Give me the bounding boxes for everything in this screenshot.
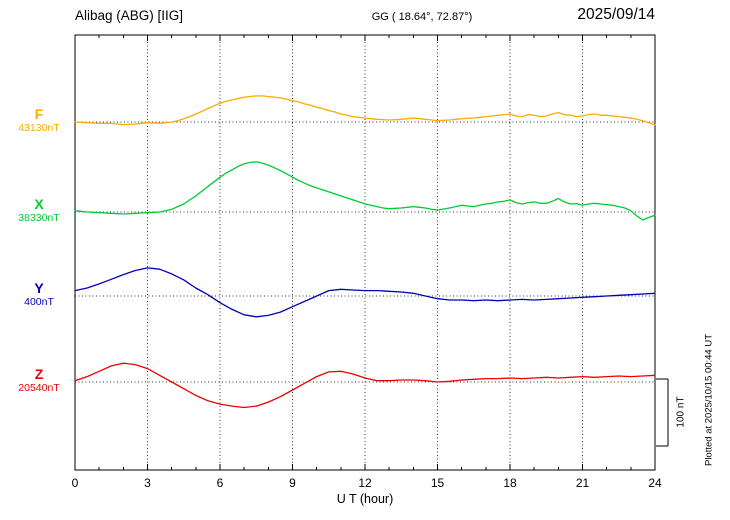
channel-label-z: Z 20540nT — [8, 366, 70, 395]
channel-baseline-z: 20540nT — [18, 382, 60, 394]
x-tick-label: 21 — [575, 476, 590, 490]
x-axis-label: U T (hour) — [336, 492, 394, 506]
trace-x — [74, 161, 656, 221]
trace-y — [74, 267, 656, 318]
x-tick-label: 15 — [430, 476, 445, 490]
x-tick-label: 9 — [289, 476, 296, 490]
channel-name-y: Y — [34, 280, 44, 296]
channel-label-y: Y 400nT — [8, 280, 70, 309]
channel-name-z: Z — [34, 366, 44, 382]
scale-bar-label: 100 nT — [675, 396, 687, 428]
channel-baseline-y: 400nT — [24, 296, 54, 308]
channel-label-x: X 38330nT — [8, 196, 70, 225]
x-tick-label: 3 — [144, 476, 151, 490]
channel-name-x: X — [34, 196, 44, 212]
gg-coordinates: GG ( 18.64°, 72.87°) — [371, 11, 473, 23]
x-tick-label: 12 — [358, 476, 372, 490]
channel-name-f: F — [34, 106, 44, 122]
trace-z — [74, 362, 656, 409]
station-title: Alibag (ABG) [IIG] — [75, 8, 184, 23]
x-tick-label: 18 — [503, 476, 517, 490]
channel-baseline-x: 38330nT — [18, 212, 60, 224]
channel-baseline-f: 43130nT — [18, 122, 60, 134]
channel-label-f: F 43130nT — [8, 106, 70, 135]
plotted-at-note: Plotted at 2025/10/15 00:44 UT — [703, 333, 715, 467]
x-tick-label: 24 — [648, 476, 662, 490]
x-tick-label: 0 — [71, 476, 79, 490]
x-tick-label: 6 — [216, 476, 224, 490]
trace-f — [74, 95, 656, 126]
plot-date: 2025/09/14 — [577, 6, 655, 23]
